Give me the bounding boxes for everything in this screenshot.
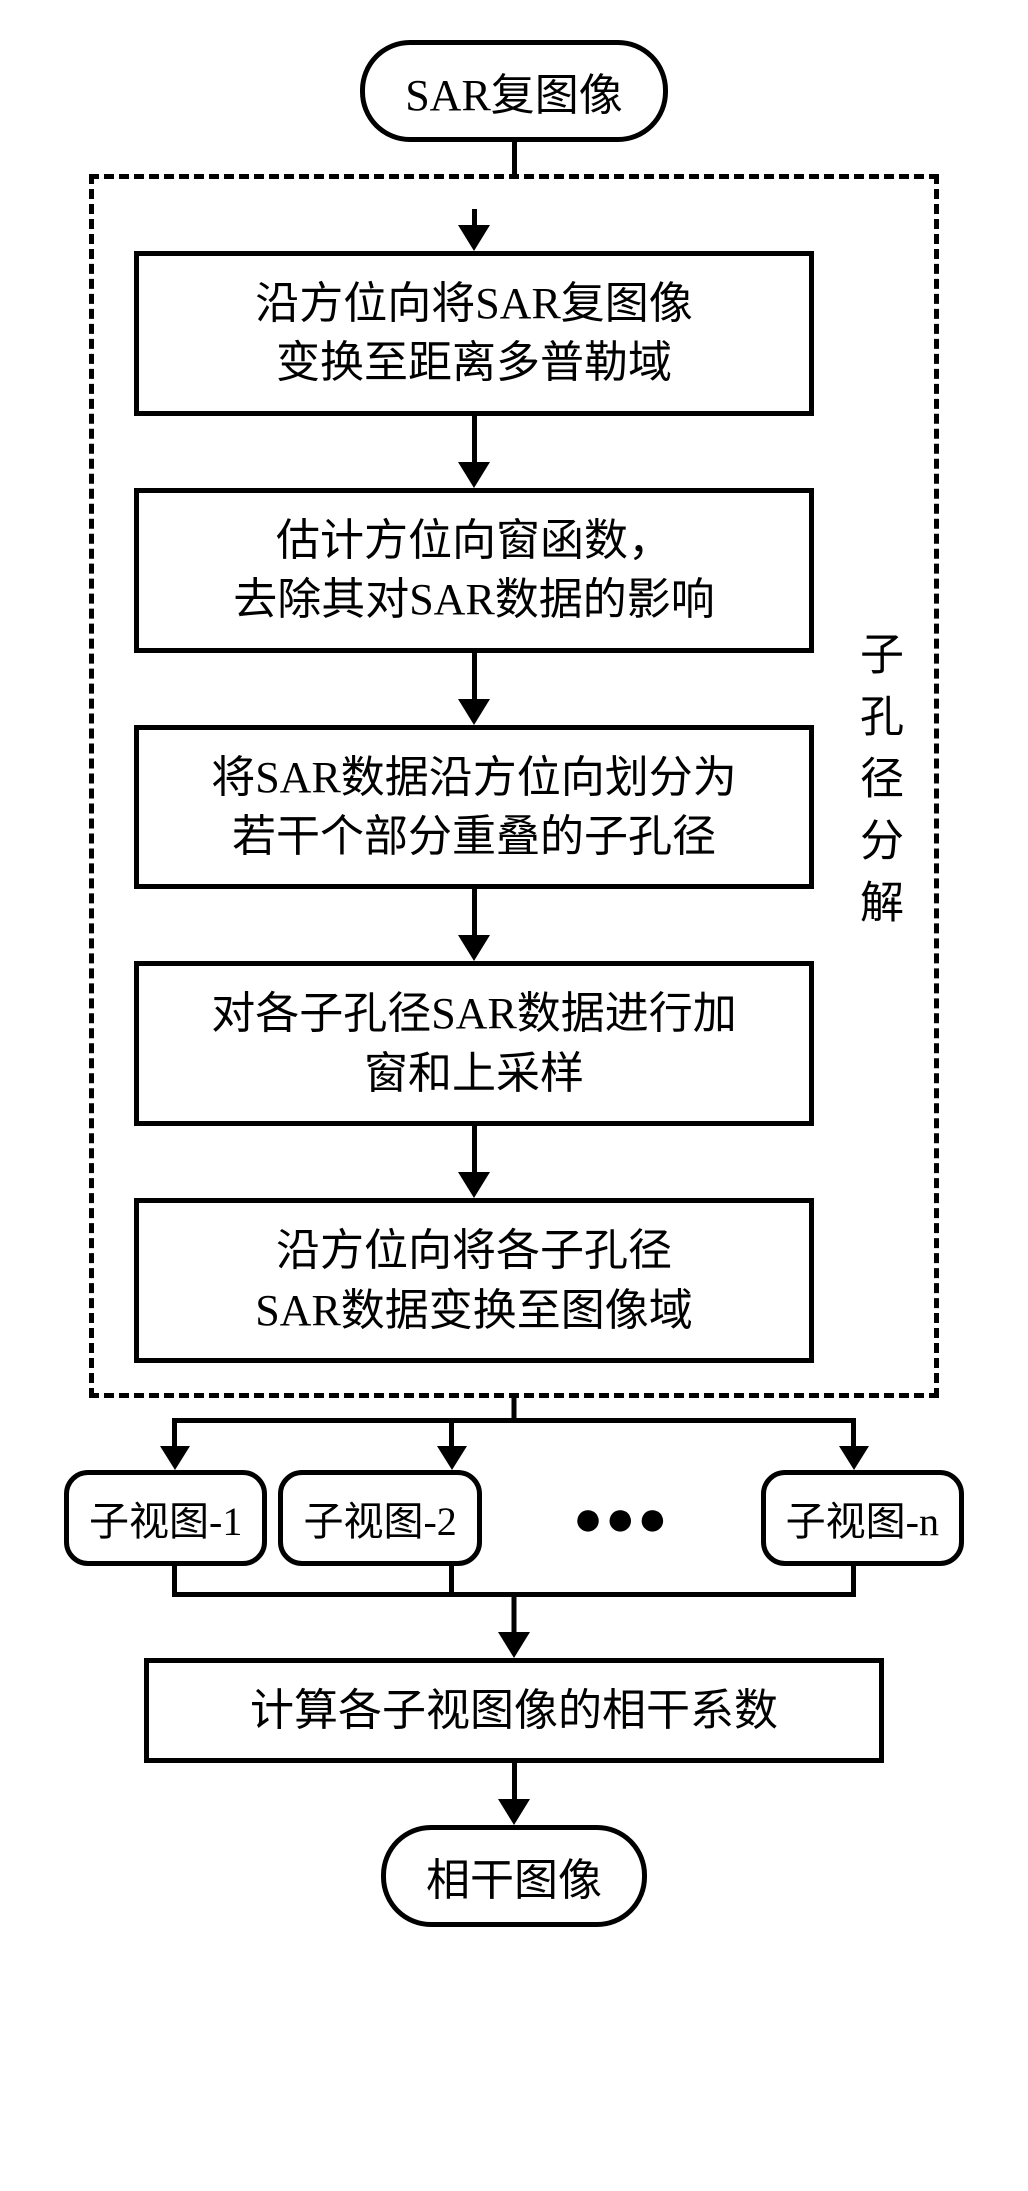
group-label: 子孔径分解 [845,631,909,941]
process-4: 对各子孔径SAR数据进行加 窗和上采样 [134,961,814,1126]
p2-line2: 去除其对SAR数据的影响 [233,575,715,624]
process-2: 估计方位向窗函数， 去除其对SAR数据的影响 [134,488,814,653]
process-6: 计算各子视图像的相干系数 [144,1658,884,1763]
process-3: 将SAR数据沿方位向划分为 若干个部分重叠的子孔径 [134,725,814,890]
p3-line2: 若干个部分重叠的子孔径 [232,812,716,861]
p5-line1: 沿方位向将各子孔径 [276,1226,672,1275]
split-connector [64,1398,964,1470]
subview-1: 子视图-1 [64,1470,267,1566]
subview-2: 子视图-2 [278,1470,481,1566]
p3-line1: 将SAR数据沿方位向划分为 [211,753,737,802]
process-5: 沿方位向将各子孔径 SAR数据变换至图像域 [134,1198,814,1363]
start-node: SAR复图像 [360,40,668,142]
subaperture-group: 子孔径分解 沿方位向将SAR复图像 变换至距离多普勒域 估计方位向窗函数， 去除… [89,174,939,1398]
p1-line2: 变换至距离多普勒域 [276,338,672,387]
p1-line1: 沿方位向将SAR复图像 [255,279,693,328]
p5-line2: SAR数据变换至图像域 [255,1286,693,1335]
process-1: 沿方位向将SAR复图像 变换至距离多普勒域 [134,251,814,416]
subview-n: 子视图-n [761,1470,964,1566]
ellipsis: ●●● [573,1489,670,1547]
subview-row: 子视图-1 子视图-2 ●●● 子视图-n [64,1470,964,1566]
merge-connector [64,1566,964,1658]
arrow-start-to-group [512,142,517,174]
arrowhead [458,225,490,251]
p2-line1: 估计方位向窗函数， [276,516,672,565]
flowchart-root: SAR复图像 子孔径分解 沿方位向将SAR复图像 变换至距离多普勒域 估计方位向… [34,40,994,1927]
p4-line1: 对各子孔径SAR数据进行加 [211,989,737,1038]
end-node: 相干图像 [381,1825,647,1927]
p4-line2: 窗和上采样 [364,1049,584,1098]
